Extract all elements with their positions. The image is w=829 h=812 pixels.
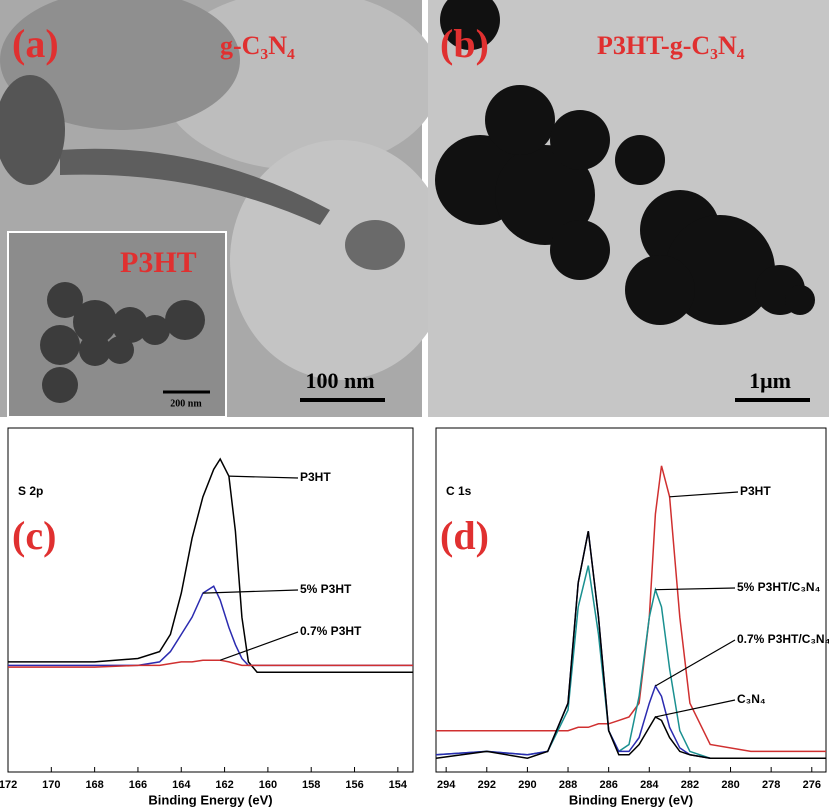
panel-label: (c) — [12, 513, 56, 558]
image-title: P3HT-g-C₃N₄ — [597, 31, 745, 60]
x-tick-label: 162 — [215, 779, 233, 791]
image-title: g-C₃N₄ — [220, 31, 295, 60]
legend-label: P3HT — [300, 470, 331, 484]
x-axis-label: Binding Energy (eV) — [148, 792, 272, 807]
x-tick-label: 158 — [302, 779, 320, 791]
panel-label: (a) — [12, 21, 59, 66]
x-tick-label: 286 — [599, 779, 617, 791]
annotation-arrow — [203, 590, 298, 593]
scale-label: 1μm — [749, 368, 791, 393]
annotation-arrow — [655, 588, 735, 590]
x-tick-label: 170 — [42, 779, 60, 791]
annotation-arrow — [670, 492, 738, 497]
x-tick-label: 278 — [762, 779, 780, 791]
series-line — [436, 566, 826, 759]
annotation-arrow — [229, 476, 298, 478]
inset-title: P3HT — [120, 246, 197, 279]
x-tick-label: 160 — [259, 779, 277, 791]
x-tick-label: 168 — [85, 779, 103, 791]
x-tick-label: 166 — [129, 779, 147, 791]
x-tick-label: 290 — [518, 779, 536, 791]
legend-label: C₃N₄ — [737, 692, 766, 706]
legend-label: 0.7% P3HT — [300, 624, 362, 638]
subtitle: S 2p — [18, 484, 43, 498]
x-tick-label: 172 — [0, 779, 17, 791]
figure: (a) g-C₃N₄ P3HT 200 nm 100 nm (b) P3HT-g… — [0, 0, 829, 812]
x-tick-label: 282 — [681, 779, 699, 791]
x-axis-label: Binding Energy (eV) — [569, 792, 693, 807]
x-tick-label: 154 — [389, 779, 408, 791]
plot-frame — [8, 428, 413, 772]
plot-frame — [436, 428, 826, 772]
x-tick-label: 276 — [803, 779, 821, 791]
legend-label: 5% P3HT/C₃N₄ — [737, 580, 821, 594]
x-tick-label: 156 — [345, 779, 363, 791]
scale-label: 100 nm — [305, 368, 374, 393]
series-line — [8, 459, 413, 672]
tem-image-a — [0, 0, 450, 417]
x-tick-label: 288 — [559, 779, 577, 791]
legend-label: P3HT — [740, 484, 771, 498]
x-tick-label: 294 — [437, 779, 456, 791]
x-tick-label: 292 — [478, 779, 496, 791]
panel-label: (d) — [440, 513, 489, 558]
scale-label: 200 nm — [170, 398, 202, 409]
legend-label: 5% P3HT — [300, 582, 352, 596]
panel-label: (b) — [440, 21, 489, 66]
x-tick-label: 284 — [640, 779, 659, 791]
legend-label: 0.7% P3HT/C₃N₄ — [737, 632, 829, 646]
x-tick-label: 280 — [721, 779, 739, 791]
series-line — [436, 466, 826, 752]
subtitle: C 1s — [446, 484, 472, 498]
x-tick-label: 164 — [172, 779, 191, 791]
